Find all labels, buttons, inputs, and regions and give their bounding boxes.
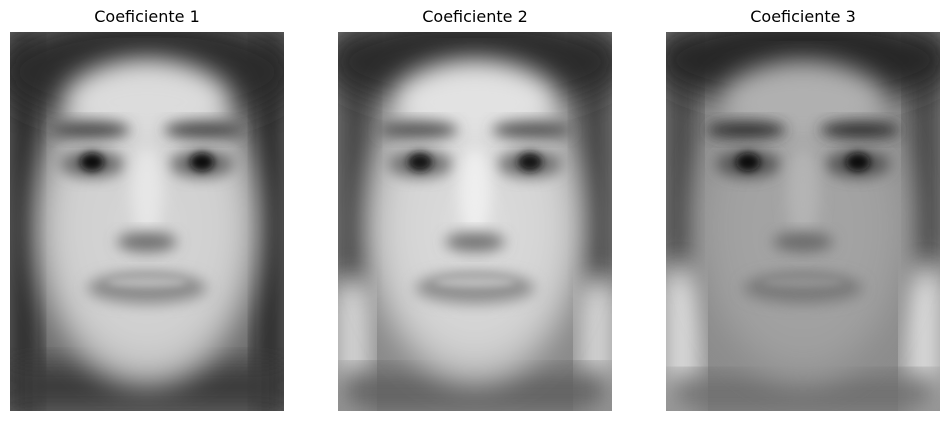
panel-title: Coeficiente 1 [94, 7, 200, 26]
eigenface-3-graphic [666, 32, 940, 411]
eigenface-image [666, 32, 940, 411]
eigenface-image [338, 32, 612, 411]
eigenface-1-graphic [10, 32, 284, 411]
eigenface-image [10, 32, 284, 411]
panel-title: Coeficiente 3 [750, 7, 856, 26]
eigenface-2-graphic [338, 32, 612, 411]
panel-title: Coeficiente 2 [422, 7, 528, 26]
